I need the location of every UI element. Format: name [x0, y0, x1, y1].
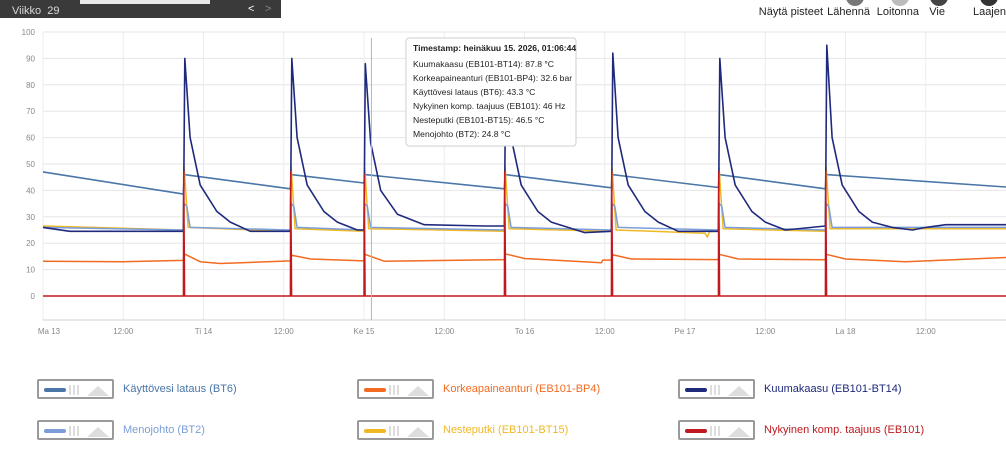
line-chart[interactable]: 0 10 20 30 40 50 60 70 80 90 100 Ma 13 12:00 Ti 14 12:…: [0, 0, 1006, 360]
area-chart-icon: [407, 427, 429, 437]
y-tick-label: 100: [22, 28, 36, 37]
expand-icon: [980, 0, 998, 6]
legend-label: Nesteputki (EB101-BT15): [443, 424, 569, 436]
y-tick-label: 0: [31, 292, 36, 301]
area-chart-icon: [407, 386, 429, 396]
legend-toggle[interactable]: [37, 420, 114, 440]
chart-ticks: 0 10 20 30 40 50 60 70 80 90 100 Ma 13 12:00 Ti 14 12:…: [22, 28, 937, 336]
x-tick-label: 12:00: [113, 327, 134, 336]
week-selector[interactable]: Viikko 29 < >: [0, 0, 281, 18]
series-line: [42, 253, 1006, 265]
legend-toggle[interactable]: [357, 379, 434, 399]
bar-chart-icon: [389, 385, 403, 395]
x-tick-label: Ke 15: [354, 327, 375, 336]
legend-toggle[interactable]: [678, 379, 755, 399]
legend-toggle[interactable]: [678, 420, 755, 440]
tooltip-background: [405, 37, 577, 147]
bar-chart-icon: [710, 385, 724, 395]
bar-chart-icon: [710, 426, 724, 436]
legend-line-swatch: [44, 388, 66, 392]
x-tick-label: To 16: [515, 327, 535, 336]
legend-label: Käyttövesi lataus (BT6): [123, 383, 237, 395]
legend-toggle[interactable]: [37, 379, 114, 399]
y-tick-label: 40: [26, 186, 35, 195]
chart-tooltip: Timestamp: heinäkuu 15. 2026, 01:06:44 K…: [405, 37, 577, 147]
area-chart-icon: [728, 427, 750, 437]
tooltip-line: Nesteputki (EB101-BT15): 46.5 °C: [413, 115, 544, 125]
next-week-button[interactable]: >: [265, 3, 272, 15]
tooltip-timestamp: Timestamp: heinäkuu 15. 2026, 01:06:44: [413, 43, 576, 53]
x-tick-label: Pe 17: [675, 327, 696, 336]
tooltip-line: Korkeapaineanturi (EB101-BP4): 32.6 bar: [413, 73, 572, 83]
x-tick-label: 12:00: [434, 327, 455, 336]
series-line: [43, 171, 1006, 297]
zoom-out-button[interactable]: Loitonna: [876, 6, 919, 18]
area-chart-icon: [87, 427, 109, 437]
show-points-button[interactable]: Näytä pisteet: [758, 6, 823, 18]
bar-chart-icon: [69, 426, 83, 436]
week-label: Viikko 29: [12, 5, 60, 17]
x-tick-label: 12:00: [274, 327, 295, 336]
tooltip-line: Käyttövesi lataus (BT6): 43.3 °C: [413, 87, 535, 97]
y-tick-label: 20: [26, 239, 35, 248]
expand-button[interactable]: Laajen: [972, 6, 1006, 18]
chart-series: [42, 44, 1006, 297]
legend-line-swatch: [364, 388, 386, 392]
x-tick-label: 12:00: [595, 327, 616, 336]
y-tick-label: 90: [26, 54, 35, 63]
x-tick-label: 12:00: [916, 327, 937, 336]
zoom-out-icon: [891, 0, 909, 6]
y-tick-label: 50: [26, 160, 35, 169]
tooltip-line: Menojohto (BT2): 24.8 °C: [413, 129, 511, 139]
x-tick-label: Ti 14: [195, 327, 213, 336]
x-tick-label: 12:00: [755, 327, 776, 336]
tooltip-line: Nykyinen komp. taajuus (EB101): 46 Hz: [413, 101, 565, 111]
legend-line-swatch: [364, 429, 386, 433]
tooltip-line: Kuumakaasu (EB101-BT14): 87.8 °C: [413, 59, 554, 69]
legend-line-swatch: [685, 388, 707, 392]
legend-line-swatch: [44, 429, 66, 433]
area-chart-icon: [728, 386, 750, 396]
export-icon: [930, 0, 948, 6]
prev-week-button[interactable]: <: [248, 3, 255, 15]
y-tick-label: 60: [26, 134, 35, 143]
bar-chart-icon: [69, 385, 83, 395]
legend-label: Kuumakaasu (EB101-BT14): [764, 383, 902, 395]
zoom-in-button[interactable]: Lähennä: [827, 6, 870, 18]
y-tick-label: 70: [26, 107, 35, 116]
week-cells: [80, 0, 210, 4]
legend-label: Menojohto (BT2): [123, 424, 205, 436]
bar-chart-icon: [389, 426, 403, 436]
y-tick-label: 30: [26, 213, 35, 222]
zoom-in-icon: [846, 0, 864, 6]
legend-toggle[interactable]: [357, 420, 434, 440]
series-line: [42, 202, 1006, 231]
x-tick-label: Ma 13: [38, 327, 61, 336]
legend-line-swatch: [685, 429, 707, 433]
y-tick-label: 10: [26, 266, 35, 275]
y-tick-label: 80: [26, 81, 35, 90]
area-chart-icon: [87, 386, 109, 396]
export-button[interactable]: Vie: [929, 6, 945, 18]
legend-label: Nykyinen komp. taajuus (EB101): [764, 424, 925, 436]
x-tick-label: La 18: [835, 327, 856, 336]
legend-label: Korkeapaineanturi (EB101-BP4): [443, 383, 601, 395]
